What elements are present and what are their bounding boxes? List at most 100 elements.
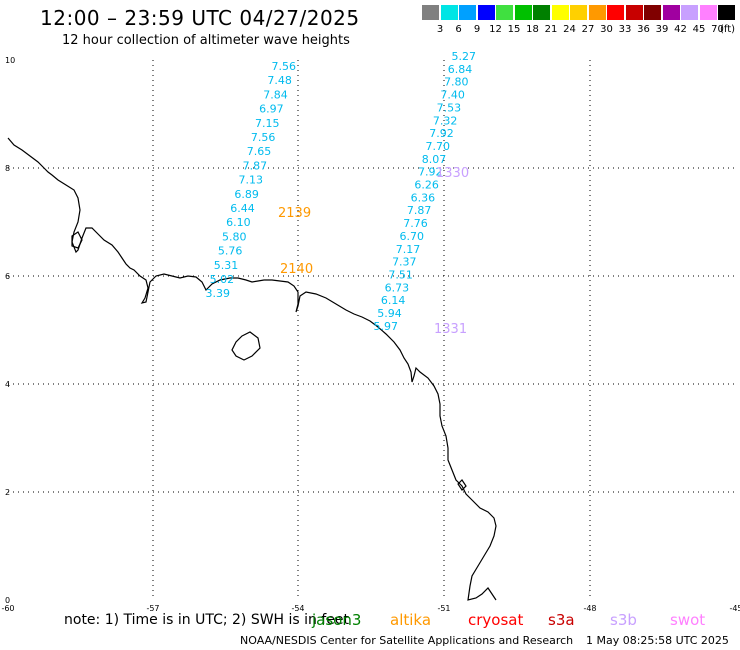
pass-time-label: 1331 <box>434 322 467 337</box>
legend-swatch <box>422 5 439 20</box>
wave-height-label: 5.97 <box>374 320 399 333</box>
longitude-tick-label: -48 <box>583 604 596 613</box>
wave-height-label: 7.56 <box>251 131 276 144</box>
wave-height-label: 7.76 <box>403 217 428 230</box>
footnote: note: 1) Time is in UTC; 2) SWH is in fe… <box>64 612 350 628</box>
longitude-tick-label: -60 <box>1 604 14 613</box>
wave-height-label: 6.10 <box>226 216 251 229</box>
wave-height-label: 7.32 <box>433 114 458 127</box>
pass-time-label: 2140 <box>280 262 313 277</box>
wave-height-label: 7.70 <box>426 140 451 153</box>
satellite-key-item: jason3 <box>312 611 362 629</box>
longitude-tick-label: -51 <box>437 604 450 613</box>
satellite-key-item: swot <box>670 611 706 629</box>
longitude-tick-label: -45 <box>729 604 740 613</box>
wave-height-label: 7.87 <box>243 159 268 172</box>
wave-height-label: 6.73 <box>385 281 410 294</box>
wave-height-label: 7.13 <box>239 174 264 187</box>
wave-height-label: 7.65 <box>247 145 272 158</box>
legend-swatch <box>718 5 735 20</box>
latitude-tick-label: 8 <box>5 164 10 173</box>
legend-label: 39 <box>655 24 669 35</box>
legend-label: 21 <box>544 24 558 35</box>
legend-swatch <box>607 5 624 20</box>
wave-height-label: 5.80 <box>222 230 247 243</box>
legend-swatch <box>514 5 532 20</box>
satellite-key-item: s3b <box>610 611 637 629</box>
wave-height-label: 5.31 <box>214 259 239 272</box>
latitude-tick-label: 10 <box>5 56 15 65</box>
map-grid: -60 -57 -54 -51 -48 -45 10 8 6 4 2 0 <box>1 56 740 613</box>
legend-swatch <box>440 5 458 20</box>
generation-timestamp: 1 May 08:25:58 UTC 2025 <box>586 634 729 647</box>
legend-swatch <box>644 5 661 20</box>
legend-swatch <box>681 5 698 20</box>
coastline-delta-island <box>231 331 261 361</box>
satellite-key-item: s3a <box>548 611 575 629</box>
coastline-small-island <box>71 231 83 249</box>
wave-height-label: 7.84 <box>263 88 288 101</box>
legend-label: 42 <box>674 24 687 35</box>
wave-height-label: 5.76 <box>218 245 243 258</box>
wave-height-label: 7.51 <box>388 268 413 281</box>
latitude-tick-label: 0 <box>5 596 10 605</box>
legend-label: 27 <box>581 24 595 35</box>
satellite-key-item: cryosat <box>468 611 524 629</box>
legend-label: 15 <box>507 24 521 35</box>
wave-height-label: 6.14 <box>381 294 406 307</box>
map-title: 12:00 – 23:59 UTC 04/27/2025 <box>40 6 360 30</box>
wave-height-label: 3.39 <box>206 287 231 300</box>
legend-swatch <box>570 5 587 20</box>
wave-height-label: 7.15 <box>255 117 280 130</box>
wave-height-label: 7.40 <box>440 89 465 102</box>
legend-label: 36 <box>637 24 650 35</box>
wave-height-label: 7.87 <box>407 204 432 217</box>
wave-height-label: 7.92 <box>429 127 454 140</box>
wave-height-label: 6.26 <box>414 179 439 192</box>
legend-label: 30 <box>600 24 613 35</box>
legend-swatch <box>588 5 606 20</box>
wave-height-label: 7.53 <box>437 101 462 114</box>
longitude-tick-label: -57 <box>146 604 159 613</box>
legend-swatch <box>662 5 680 20</box>
legend-swatch <box>496 5 513 20</box>
legend-label: 24 <box>563 24 576 35</box>
wave-height-label: 8.07 <box>422 153 447 166</box>
legend-label: 45 <box>692 24 706 35</box>
pass-time-label: 1330 <box>436 166 469 181</box>
wave-height-label: 7.80 <box>444 76 469 89</box>
altimeter-tracks: 7.567.487.846.977.157.567.657.877.136.89… <box>206 50 477 337</box>
latitude-tick-label: 6 <box>5 272 10 281</box>
latitude-tick-label: 2 <box>5 488 10 497</box>
legend-swatch <box>551 5 569 20</box>
legend-swatch <box>625 5 643 20</box>
wave-height-label: 6.89 <box>234 188 259 201</box>
legend-swatch <box>699 5 717 20</box>
wave-height-label: 5.02 <box>210 273 235 286</box>
legend-swatch <box>533 5 550 20</box>
legend-label: 6 <box>455 24 462 35</box>
coastline-islet <box>457 479 467 491</box>
legend-unit: (ft) <box>720 24 736 35</box>
wave-height-label: 6.84 <box>448 63 473 76</box>
legend-swatch <box>459 5 476 20</box>
satellite-key-item: altika <box>390 611 432 629</box>
legend-label: 3 <box>436 24 444 35</box>
latitude-tick-label: 4 <box>5 380 10 389</box>
legend-swatch <box>477 5 495 20</box>
wave-height-label: 6.70 <box>400 230 425 243</box>
credit-line: NOAA/NESDIS Center for Satellite Applica… <box>240 634 574 647</box>
map-subtitle: 12 hour collection of altimeter wave hei… <box>62 33 350 48</box>
wave-height-label: 7.17 <box>396 243 421 256</box>
wave-height-label: 6.36 <box>411 191 436 204</box>
legend-label: 9 <box>473 24 481 35</box>
legend-label: 12 <box>489 24 502 35</box>
longitude-tick-label: -54 <box>291 604 304 613</box>
wave-height-label: 5.94 <box>377 307 402 320</box>
wave-height-label: 7.92 <box>418 166 443 179</box>
wave-height-label: 6.44 <box>230 202 255 215</box>
pass-time-label: 2139 <box>278 206 311 221</box>
wave-height-label: 7.37 <box>392 256 417 269</box>
legend-label: 18 <box>526 24 539 35</box>
